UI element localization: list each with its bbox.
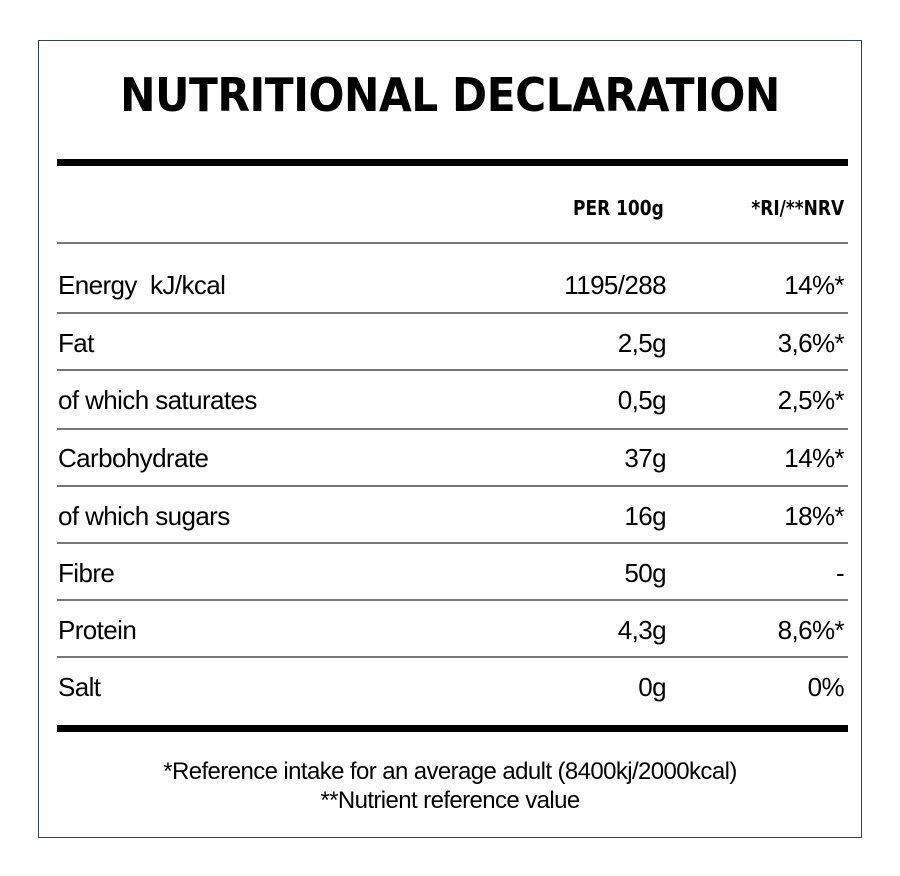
- per-100g-value: 50g: [624, 557, 666, 588]
- row-separator: [57, 485, 848, 487]
- table-row-fibre: Fibre 50g -: [57, 544, 848, 601]
- bottom-thick-rule: [57, 725, 848, 732]
- per-100g-value: 0,5g: [617, 384, 667, 415]
- row-separator: [57, 312, 848, 314]
- per-100g-value: 1195/288: [564, 269, 666, 300]
- header-separator: [57, 242, 848, 244]
- ri-nrv-value: -: [835, 557, 845, 588]
- table-row-carbohydrate: Carbohydrate 37g 14%*: [57, 429, 848, 486]
- ri-nrv-value: 18%*: [784, 500, 844, 531]
- ri-nrv-value: 14%*: [784, 269, 844, 300]
- nutrition-label-panel: [38, 40, 862, 838]
- row-separator: [57, 542, 848, 544]
- row-separator: [57, 656, 848, 658]
- per-100g-value: 2,5g: [617, 327, 667, 358]
- ri-nrv-value: 14%*: [784, 442, 844, 473]
- per-100g-value: 16g: [624, 500, 666, 531]
- header-ri-nrv: *RI/**NRV: [751, 196, 844, 220]
- nutrient-name: Fat: [58, 327, 94, 358]
- per-100g-value: 37g: [624, 442, 666, 473]
- table-row-saturates: of which saturates 0,5g 2,5%*: [57, 371, 848, 428]
- nutrient-name: Protein: [58, 614, 137, 645]
- ri-nrv-value: 3,6%*: [777, 327, 845, 358]
- table-row-fat: Fat 2,5g 3,6%*: [57, 314, 848, 371]
- table-row-energy: Energy kJ/kcal 1195/288 14%*: [57, 256, 848, 313]
- nutrient-name: Fibre: [58, 557, 115, 588]
- table-row-protein: Protein 4,3g 8,6%*: [57, 601, 848, 658]
- per-100g-value: 4,3g: [617, 614, 667, 645]
- ri-nrv-value: 2,5%*: [777, 384, 845, 415]
- top-thick-rule: [57, 159, 848, 166]
- nutrient-name: of which saturates: [58, 384, 257, 415]
- nutrient-name: Carbohydrate: [58, 442, 209, 473]
- header-per-100g: PER 100g: [573, 196, 664, 220]
- footnote-nutrient-reference-value: **Nutrient reference value: [320, 787, 580, 814]
- ri-nrv-value: 8,6%*: [777, 614, 845, 645]
- nutrient-name: Energy kJ/kcal: [58, 269, 226, 300]
- row-separator: [57, 599, 848, 601]
- ri-nrv-value: 0%: [807, 671, 845, 702]
- table-row-salt: Salt 0g 0%: [57, 658, 848, 715]
- nutrient-name: of which sugars: [58, 500, 230, 531]
- label-title: NUTRITIONAL DECLARATION: [120, 68, 780, 122]
- row-separator: [57, 428, 848, 430]
- per-100g-value: 0g: [638, 671, 666, 702]
- nutrient-name: Salt: [58, 671, 101, 702]
- footnote-reference-intake: *Reference intake for an average adult (…: [163, 758, 737, 785]
- footnotes: *Reference intake for an average adult (…: [0, 757, 900, 815]
- table-row-sugars: of which sugars 16g 18%*: [57, 487, 848, 544]
- row-separator: [57, 369, 848, 371]
